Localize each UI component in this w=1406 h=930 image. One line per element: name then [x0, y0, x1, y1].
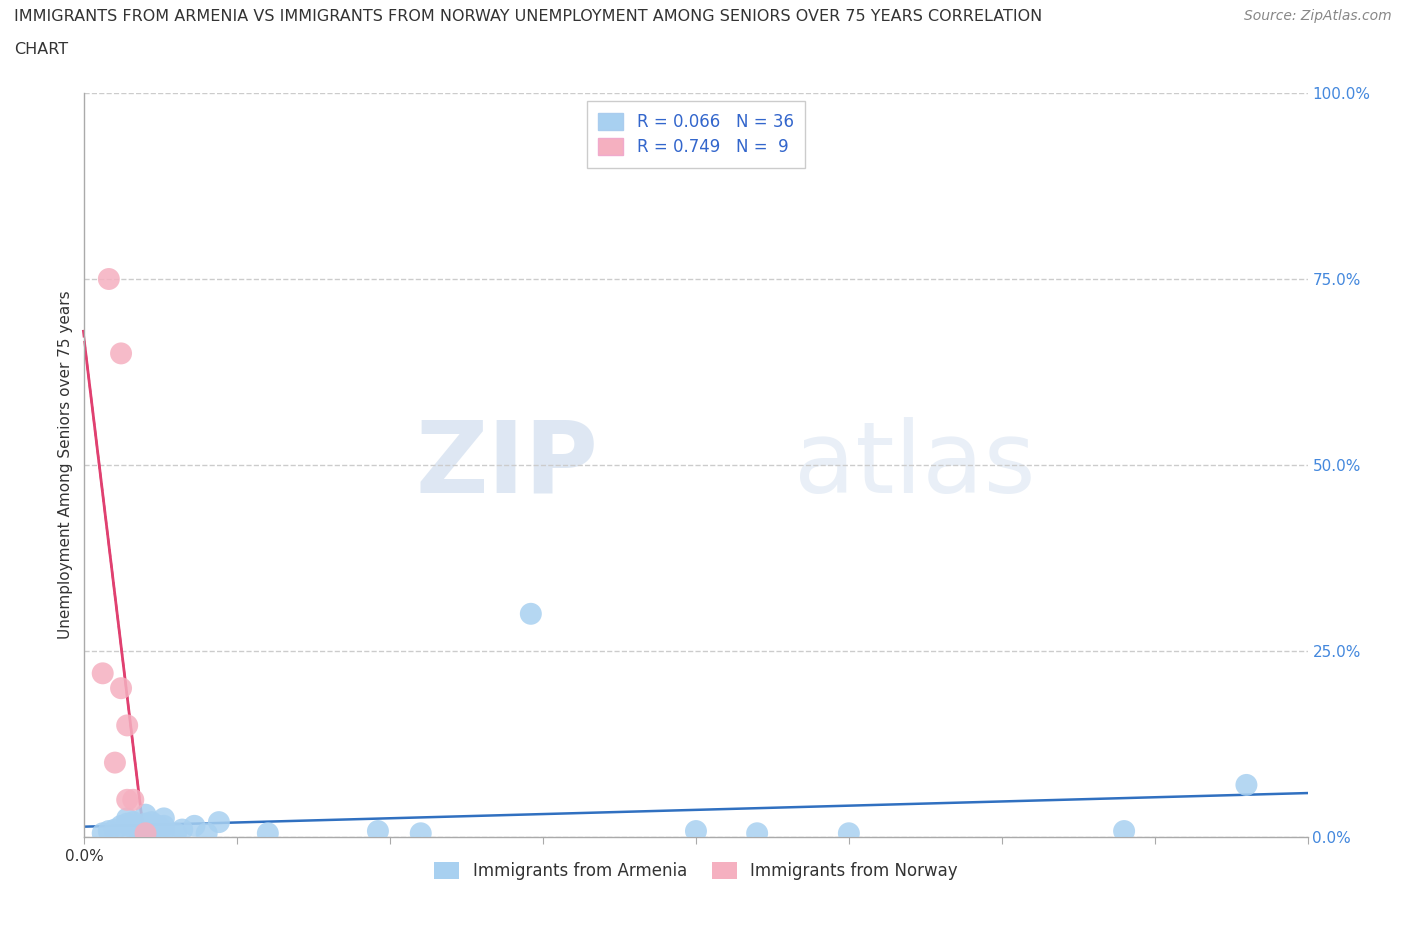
Point [172, 822, 194, 837]
Point [110, 346, 132, 361]
Point [115, 718, 138, 733]
Point [135, 822, 157, 837]
Point [257, 826, 280, 841]
Text: IMMIGRANTS FROM ARMENIA VS IMMIGRANTS FROM NORWAY UNEMPLOYMENT AMONG SENIORS OVE: IMMIGRANTS FROM ARMENIA VS IMMIGRANTS FR… [14, 9, 1042, 24]
Point [165, 826, 187, 841]
Point [153, 818, 176, 833]
Point [838, 826, 860, 841]
Point [153, 824, 176, 839]
Text: Source: ZipAtlas.com: Source: ZipAtlas.com [1244, 9, 1392, 23]
Text: atlas: atlas [794, 417, 1035, 513]
Point [97, 272, 120, 286]
Point [183, 818, 205, 833]
Point [135, 826, 157, 841]
Point [115, 811, 138, 826]
Point [685, 824, 707, 839]
Point [91, 826, 114, 841]
Point [122, 792, 145, 807]
Point [146, 826, 169, 841]
Text: CHART: CHART [14, 42, 67, 57]
Y-axis label: Unemployment Among Seniors over 75 years: Unemployment Among Seniors over 75 years [58, 291, 73, 639]
Point [195, 826, 218, 841]
Point [104, 755, 127, 770]
Point [104, 822, 127, 837]
Text: ZIP: ZIP [415, 417, 598, 513]
Point [115, 792, 138, 807]
Point [115, 817, 138, 831]
Point [141, 824, 163, 839]
Point [122, 820, 145, 835]
Point [520, 606, 543, 621]
Legend: R = 0.066   N = 36, R = 0.749   N =  9: R = 0.066 N = 36, R = 0.749 N = 9 [586, 101, 806, 167]
Point [135, 826, 157, 841]
Point [122, 826, 145, 841]
Point [135, 807, 157, 822]
Point [1114, 824, 1136, 839]
Point [128, 818, 150, 833]
Point [747, 826, 769, 841]
Point [110, 681, 132, 696]
Point [367, 824, 389, 839]
Point [110, 818, 132, 833]
Point [97, 824, 120, 839]
Point [141, 815, 163, 830]
Point [135, 817, 157, 831]
Point [128, 824, 150, 839]
Point [91, 666, 114, 681]
Point [146, 818, 169, 833]
Point [153, 811, 176, 826]
Point [1236, 777, 1258, 792]
Point [409, 826, 432, 841]
Point [122, 815, 145, 830]
Point [208, 815, 231, 830]
